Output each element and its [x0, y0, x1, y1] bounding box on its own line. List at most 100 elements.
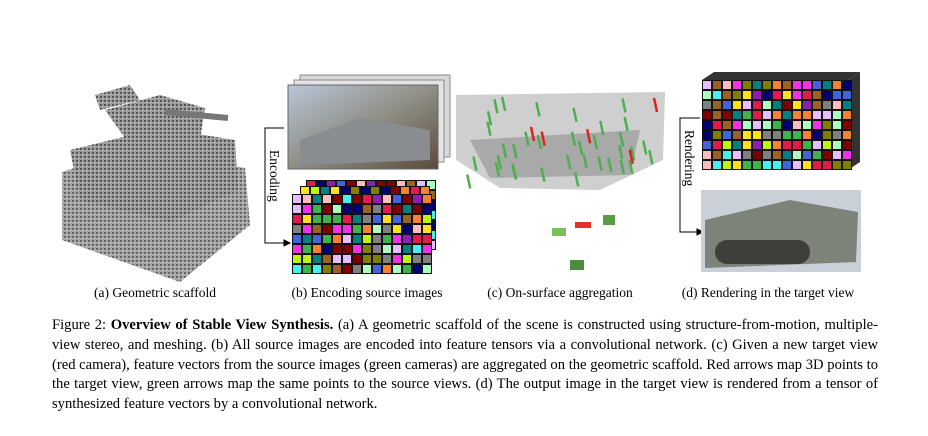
feature-cell	[793, 91, 801, 99]
feature-cell	[383, 255, 391, 263]
feature-cell	[333, 195, 341, 203]
feature-cell	[773, 151, 781, 159]
feature-cell	[301, 187, 309, 195]
feature-cell	[733, 151, 741, 159]
feature-cell	[363, 245, 371, 253]
feature-cell	[833, 101, 841, 109]
feature-cell	[823, 121, 831, 129]
feature-cell	[313, 255, 321, 263]
feature-cell	[813, 141, 821, 149]
feature-cell	[833, 161, 841, 169]
feature-cell	[421, 187, 429, 195]
feature-cell	[773, 101, 781, 109]
feature-cell	[723, 101, 731, 109]
feature-cell	[783, 161, 791, 169]
encoding-label: Encoding	[267, 150, 282, 202]
feature-cell	[313, 265, 321, 273]
feature-cell	[733, 101, 741, 109]
feature-cell	[803, 81, 811, 89]
feature-cell	[343, 245, 351, 253]
feature-cell	[763, 141, 771, 149]
feature-cell	[733, 111, 741, 119]
projection-arrow	[623, 116, 629, 132]
feature-cell	[373, 235, 381, 243]
feature-cell	[803, 161, 811, 169]
feature-cell	[713, 151, 721, 159]
feature-cell	[343, 265, 351, 273]
projection-arrow	[535, 102, 541, 117]
feature-cell	[823, 101, 831, 109]
feature-cell	[803, 141, 811, 149]
feature-cell	[743, 151, 751, 159]
feature-cell	[813, 111, 821, 119]
projection-arrow	[524, 131, 530, 147]
projection-arrow	[597, 156, 603, 171]
feature-cell	[703, 131, 711, 139]
feature-cell	[303, 215, 311, 223]
feature-cell	[423, 195, 431, 203]
feature-cell	[383, 235, 391, 243]
feature-cell	[393, 265, 401, 273]
feature-cell	[403, 215, 411, 223]
feature-cell	[753, 91, 761, 99]
projection-arrow	[577, 140, 584, 156]
feature-cell	[303, 205, 311, 213]
feature-cell	[753, 101, 761, 109]
feature-cell	[753, 151, 761, 159]
tensor-top	[702, 72, 860, 80]
feature-cell	[377, 181, 385, 189]
feature-cell	[293, 195, 301, 203]
feature-cell	[363, 215, 371, 223]
projection-arrow	[592, 134, 599, 150]
feature-cell	[323, 265, 331, 273]
feature-cell	[413, 205, 421, 213]
feature-cell	[313, 205, 321, 213]
feature-cell	[293, 235, 301, 243]
feature-cell	[403, 225, 411, 233]
feature-cell	[813, 151, 821, 159]
subcaption: (a) Geometric scaffold	[94, 285, 216, 300]
feature-cell	[763, 151, 771, 159]
feature-cell	[383, 215, 391, 223]
feature-cell	[703, 81, 711, 89]
feature-cell	[783, 81, 791, 89]
feature-cell	[783, 111, 791, 119]
feature-cell	[823, 81, 831, 89]
feature-cell	[383, 265, 391, 273]
projection-arrow	[493, 98, 499, 114]
projection-arrow	[566, 154, 572, 170]
feature-cell	[357, 181, 365, 189]
feature-cell	[333, 245, 341, 253]
feature-cell	[763, 161, 771, 169]
feature-cell	[353, 205, 361, 213]
feature-cell	[363, 195, 371, 203]
feature-cell	[403, 265, 411, 273]
feature-cell	[843, 151, 851, 159]
feature-cell	[393, 235, 401, 243]
feature-cell	[401, 187, 409, 195]
feature-cell	[353, 245, 361, 253]
projection-arrow	[536, 134, 543, 150]
feature-cell	[793, 161, 801, 169]
feature-cell	[793, 141, 801, 149]
feature-cell	[403, 205, 411, 213]
tank-scaffold	[62, 85, 250, 282]
feature-cell	[773, 81, 781, 89]
projection-arrow	[582, 153, 588, 169]
feature-cell	[293, 215, 301, 223]
feature-cell	[303, 265, 311, 273]
feature-cell	[343, 215, 351, 223]
feature-cell	[713, 141, 721, 149]
feature-cell	[333, 205, 341, 213]
feature-cell	[753, 121, 761, 129]
feature-cell	[753, 141, 761, 149]
feature-cell	[723, 121, 731, 129]
feature-cell	[371, 187, 379, 195]
projection-arrow	[540, 167, 546, 182]
feature-cell	[411, 187, 419, 195]
feature-tensors	[292, 180, 436, 274]
feature-cell	[703, 151, 711, 159]
feature-cell	[803, 91, 811, 99]
projection-arrow	[486, 121, 492, 136]
